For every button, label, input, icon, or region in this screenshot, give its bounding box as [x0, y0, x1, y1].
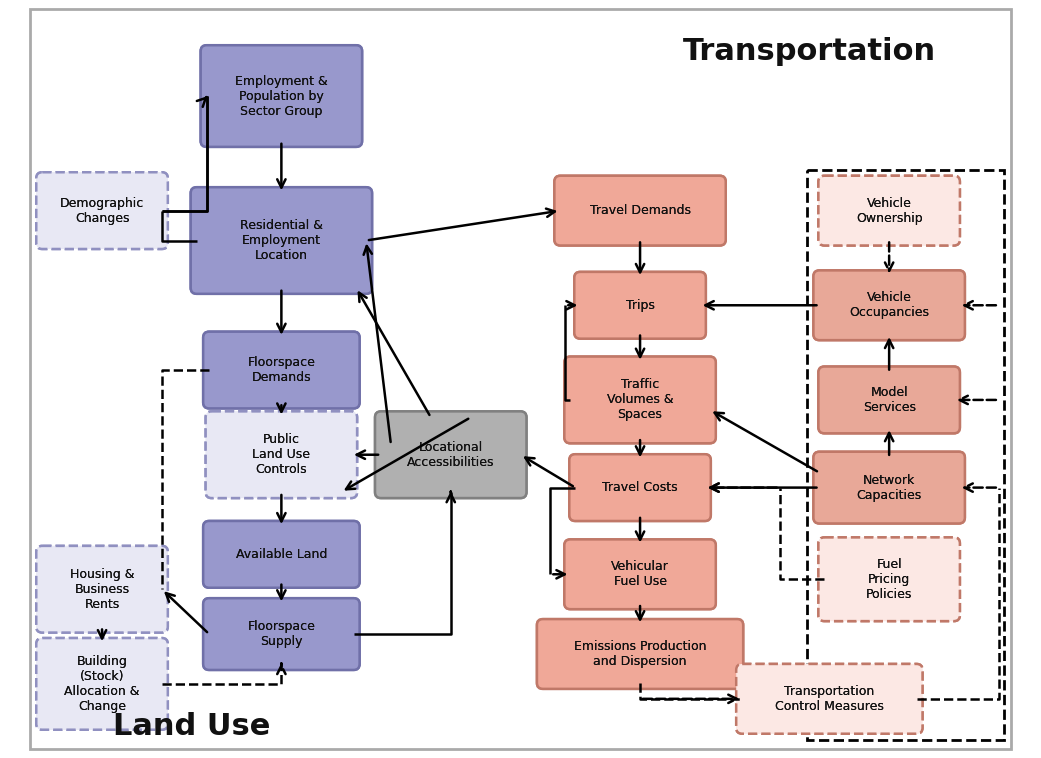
FancyBboxPatch shape	[203, 521, 359, 587]
Text: Model
Services: Model Services	[863, 386, 916, 414]
FancyBboxPatch shape	[818, 367, 960, 434]
Text: Trips: Trips	[626, 299, 655, 312]
FancyBboxPatch shape	[736, 664, 922, 734]
Text: Demographic
Changes: Demographic Changes	[60, 196, 144, 224]
FancyBboxPatch shape	[375, 412, 527, 498]
FancyBboxPatch shape	[564, 540, 716, 609]
Text: Traffic
Volumes &
Spaces: Traffic Volumes & Spaces	[607, 378, 674, 421]
FancyBboxPatch shape	[203, 332, 359, 409]
FancyBboxPatch shape	[813, 271, 965, 340]
FancyBboxPatch shape	[818, 367, 960, 434]
Text: Vehicle
Ownership: Vehicle Ownership	[856, 196, 922, 224]
FancyBboxPatch shape	[30, 9, 1011, 749]
FancyBboxPatch shape	[203, 598, 359, 670]
Text: Housing &
Business
Rents: Housing & Business Rents	[70, 568, 134, 611]
Text: Available Land: Available Land	[235, 548, 327, 561]
Text: Residential &
Employment
Location: Residential & Employment Location	[239, 219, 323, 262]
FancyBboxPatch shape	[813, 452, 965, 524]
Text: Employment &
Population by
Sector Group: Employment & Population by Sector Group	[235, 74, 328, 117]
Text: Network
Capacities: Network Capacities	[857, 474, 921, 502]
FancyBboxPatch shape	[36, 546, 168, 633]
FancyBboxPatch shape	[813, 452, 965, 524]
Text: Residential &
Employment
Location: Residential & Employment Location	[239, 219, 323, 262]
FancyBboxPatch shape	[36, 172, 168, 249]
Text: Floorspace
Supply: Floorspace Supply	[248, 620, 315, 648]
Text: Emissions Production
and Dispersion: Emissions Production and Dispersion	[574, 640, 706, 668]
Text: Floorspace
Demands: Floorspace Demands	[248, 356, 315, 384]
FancyBboxPatch shape	[203, 332, 359, 409]
FancyBboxPatch shape	[206, 412, 357, 498]
Text: Housing &
Business
Rents: Housing & Business Rents	[70, 568, 134, 611]
Text: Travel Costs: Travel Costs	[603, 481, 678, 494]
FancyBboxPatch shape	[736, 664, 922, 734]
Text: Floorspace
Supply: Floorspace Supply	[248, 620, 315, 648]
FancyBboxPatch shape	[36, 546, 168, 633]
FancyBboxPatch shape	[575, 272, 706, 339]
Text: Land Use: Land Use	[113, 713, 271, 741]
FancyBboxPatch shape	[203, 521, 359, 587]
FancyBboxPatch shape	[818, 537, 960, 621]
FancyBboxPatch shape	[201, 45, 362, 147]
FancyBboxPatch shape	[569, 454, 711, 521]
Text: Public
Land Use
Controls: Public Land Use Controls	[252, 434, 310, 476]
Text: Travel Costs: Travel Costs	[603, 481, 678, 494]
Text: Transportation: Transportation	[683, 36, 936, 66]
Text: Employment &
Population by
Sector Group: Employment & Population by Sector Group	[235, 74, 328, 117]
Text: Vehicle
Occupancies: Vehicle Occupancies	[849, 291, 930, 319]
Text: Emissions Production
and Dispersion: Emissions Production and Dispersion	[574, 640, 706, 668]
FancyBboxPatch shape	[36, 172, 168, 249]
FancyBboxPatch shape	[564, 356, 716, 443]
Text: Trips: Trips	[626, 299, 655, 312]
Text: Transportation
Control Measures: Transportation Control Measures	[775, 684, 884, 713]
FancyBboxPatch shape	[36, 638, 168, 730]
Text: Floorspace
Demands: Floorspace Demands	[248, 356, 315, 384]
Text: Available Land: Available Land	[235, 548, 327, 561]
FancyBboxPatch shape	[564, 540, 716, 609]
FancyBboxPatch shape	[206, 412, 357, 498]
Text: Fuel
Pricing
Policies: Fuel Pricing Policies	[866, 558, 912, 601]
FancyBboxPatch shape	[818, 537, 960, 621]
Text: Traffic
Volumes &
Spaces: Traffic Volumes & Spaces	[607, 378, 674, 421]
FancyBboxPatch shape	[36, 638, 168, 730]
Text: Transportation
Control Measures: Transportation Control Measures	[775, 684, 884, 713]
Text: Locational
Accessibilities: Locational Accessibilities	[407, 440, 494, 468]
FancyBboxPatch shape	[569, 454, 711, 521]
FancyBboxPatch shape	[818, 176, 960, 246]
Text: Public
Land Use
Controls: Public Land Use Controls	[252, 434, 310, 476]
FancyBboxPatch shape	[555, 176, 726, 246]
FancyBboxPatch shape	[537, 619, 743, 689]
FancyBboxPatch shape	[564, 356, 716, 443]
Text: Travel Demands: Travel Demands	[589, 204, 690, 217]
FancyBboxPatch shape	[537, 619, 743, 689]
FancyBboxPatch shape	[555, 176, 726, 246]
Text: Vehicular
Fuel Use: Vehicular Fuel Use	[611, 560, 669, 588]
Text: Building
(Stock)
Allocation &
Change: Building (Stock) Allocation & Change	[65, 655, 139, 713]
Text: Fuel
Pricing
Policies: Fuel Pricing Policies	[866, 558, 912, 601]
Text: Travel Demands: Travel Demands	[589, 204, 690, 217]
Text: Network
Capacities: Network Capacities	[857, 474, 921, 502]
FancyBboxPatch shape	[375, 412, 527, 498]
FancyBboxPatch shape	[203, 598, 359, 670]
FancyBboxPatch shape	[818, 176, 960, 246]
FancyBboxPatch shape	[191, 187, 372, 294]
Text: Demographic
Changes: Demographic Changes	[60, 196, 144, 224]
FancyBboxPatch shape	[191, 187, 372, 294]
FancyBboxPatch shape	[813, 271, 965, 340]
FancyBboxPatch shape	[201, 45, 362, 147]
Text: Vehicle
Occupancies: Vehicle Occupancies	[849, 291, 930, 319]
Text: Vehicular
Fuel Use: Vehicular Fuel Use	[611, 560, 669, 588]
Text: Locational
Accessibilities: Locational Accessibilities	[407, 440, 494, 468]
Text: Vehicle
Ownership: Vehicle Ownership	[856, 196, 922, 224]
Text: Model
Services: Model Services	[863, 386, 916, 414]
FancyBboxPatch shape	[575, 272, 706, 339]
Text: Building
(Stock)
Allocation &
Change: Building (Stock) Allocation & Change	[65, 655, 139, 713]
